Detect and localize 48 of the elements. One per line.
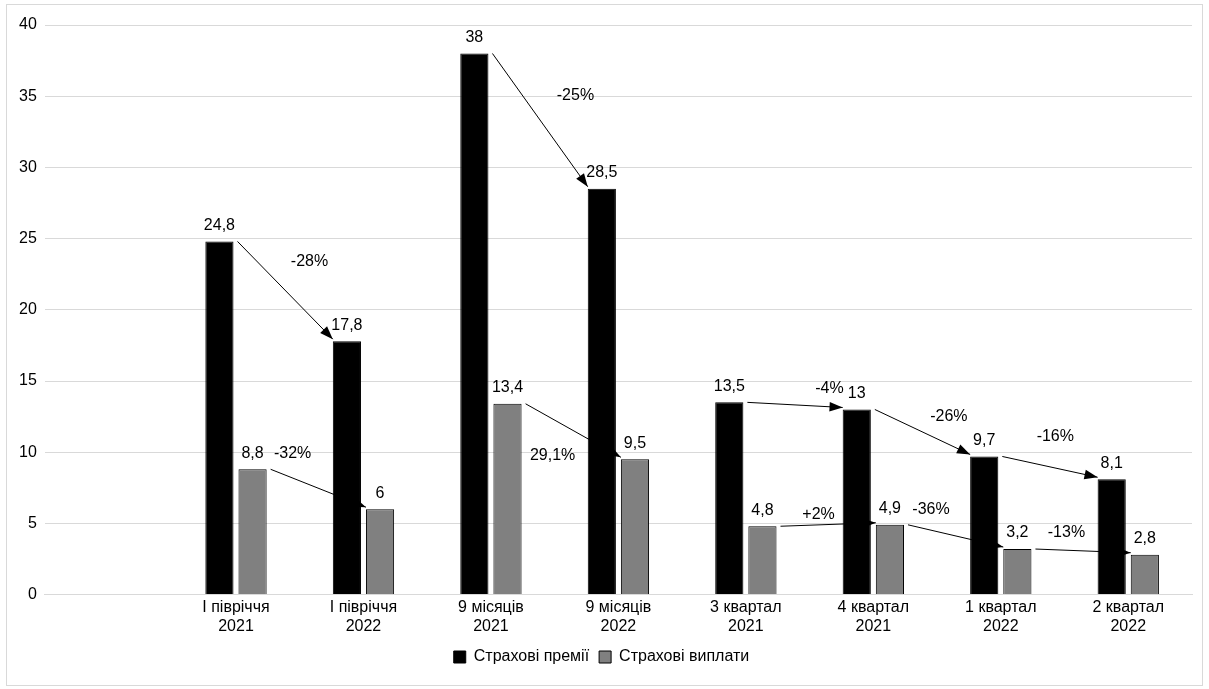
annotation: +2% [802,504,835,522]
bar [205,241,234,595]
bar [460,53,489,595]
y-tick-label: 25 [19,229,37,247]
data-label: 8,8 [241,443,264,461]
annotation: 29,1% [529,446,576,464]
y-tick-label: 40 [19,15,37,33]
data-label: 13,4 [491,378,524,396]
data-label: 38 [465,27,484,45]
y-tick-label: 20 [19,300,37,318]
annotation: -16% [1036,426,1074,444]
x-tick-label: 4 квартал 2021 [837,597,910,634]
y-tick-label: 30 [19,157,37,175]
x-tick-label: 9 місяців 2021 [458,597,524,634]
y-tick-label: 15 [19,371,37,389]
data-label: 9,5 [623,433,647,451]
data-label: 13 [847,383,866,401]
y-tick-label: 10 [19,442,37,460]
data-label: 4,9 [878,499,902,517]
y-tick-label: 35 [19,86,37,104]
legend-label: Страхові премії [473,647,590,665]
legend-label: Страхові виплати [619,647,750,665]
y-tick-label: 0 [27,585,37,603]
x-tick-label: 2 квартал 2022 [1092,597,1165,634]
annotation: -32% [273,443,312,461]
data-label: 28,5 [586,163,618,181]
data-label: 8,1 [1100,453,1123,471]
data-label: 2,8 [1133,529,1157,547]
x-tick-label: 3 квартал 2021 [710,597,782,634]
x-tick-label: І півріччя 2021 [202,597,270,634]
data-label: 17,8 [331,315,363,333]
y-tick-label: 5 [27,513,37,531]
annotation: -13% [1047,523,1086,541]
annotation: -25% [556,85,595,103]
x-tick-label: 9 місяців 2022 [585,597,652,634]
x-tick-label: 1 квартал 2022 [965,597,1037,634]
data-label: 9,7 [973,430,996,448]
data-label: 3,2 [1006,523,1029,541]
annotation: -36% [912,500,950,518]
data-label: 13,5 [713,376,745,394]
x-tick-label: І півріччя 2022 [329,597,398,634]
data-label: 24,8 [203,215,236,233]
data-label: 6 [375,483,385,501]
annotation: -26% [930,406,968,424]
bar [715,402,744,595]
data-label: 4,8 [751,500,774,518]
annotation: -4% [815,378,844,396]
annotation: -28% [290,251,329,269]
